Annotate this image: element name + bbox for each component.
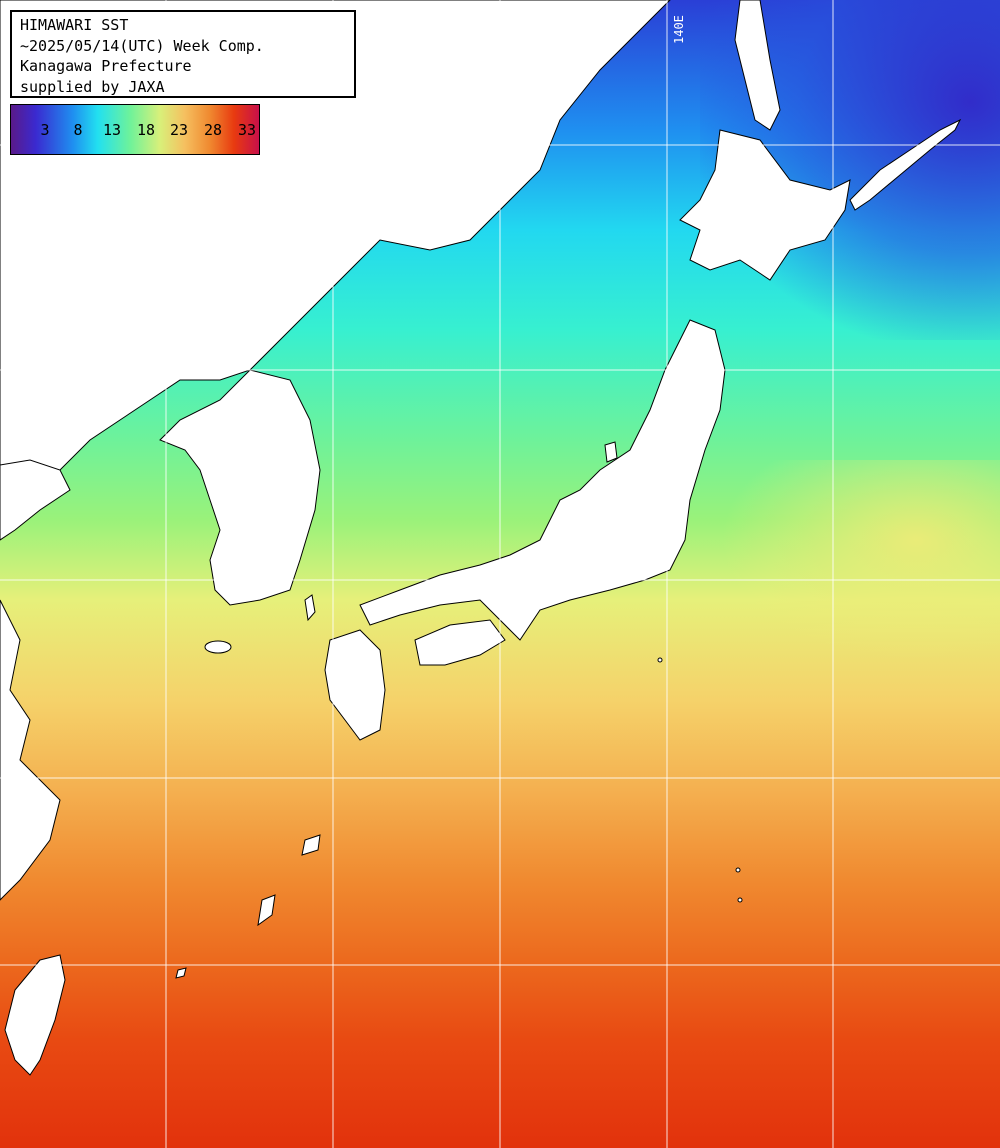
- land-hokkaido: [679, 129, 851, 281]
- land-izu-1: [657, 657, 663, 663]
- land-honshu: [359, 319, 726, 641]
- land-izu-2: [735, 867, 741, 873]
- land-sado: [604, 441, 618, 463]
- info-title: HIMAWARI SST: [20, 16, 129, 34]
- legend-label: 13: [102, 121, 122, 139]
- land-korea: [159, 369, 321, 606]
- legend-label: 3: [40, 121, 50, 139]
- land-ryukyu-3: [175, 967, 187, 979]
- legend-label: 8: [73, 121, 83, 139]
- info-region: Kanagawa Prefecture: [20, 57, 192, 75]
- legend-label: 23: [169, 121, 189, 139]
- grid-label-lon: 140E: [672, 15, 686, 44]
- land-izu-3: [737, 897, 743, 903]
- land-ryukyu-2: [257, 894, 276, 927]
- land-taiwan: [4, 954, 66, 1076]
- legend-label: 18: [136, 121, 156, 139]
- info-date: ~2025/05/14(UTC) Week Comp.: [20, 36, 264, 55]
- warm-water-region: [720, 460, 1000, 660]
- land-ryukyu-1: [301, 834, 321, 856]
- grid-label-lat: 40N: [14, 355, 36, 369]
- land-tsushima: [304, 594, 316, 622]
- land-jeju: [204, 640, 232, 654]
- land-kuril: [849, 118, 962, 211]
- land-kyushu: [324, 629, 386, 741]
- legend-labels: 3 8 13 18 23 28 33: [11, 121, 261, 139]
- info-box: HIMAWARI SST ~2025/05/14(UTC) Week Comp.…: [10, 10, 356, 98]
- legend-label: 33: [237, 121, 257, 139]
- land-china-coast: [0, 599, 61, 901]
- land-shikoku: [414, 619, 506, 666]
- land-shandong: [0, 459, 71, 541]
- land-sakhalin: [734, 0, 781, 131]
- temperature-legend: 3 8 13 18 23 28 33: [10, 104, 260, 155]
- legend-label: 28: [203, 121, 223, 139]
- info-source: supplied by JAXA: [20, 77, 165, 96]
